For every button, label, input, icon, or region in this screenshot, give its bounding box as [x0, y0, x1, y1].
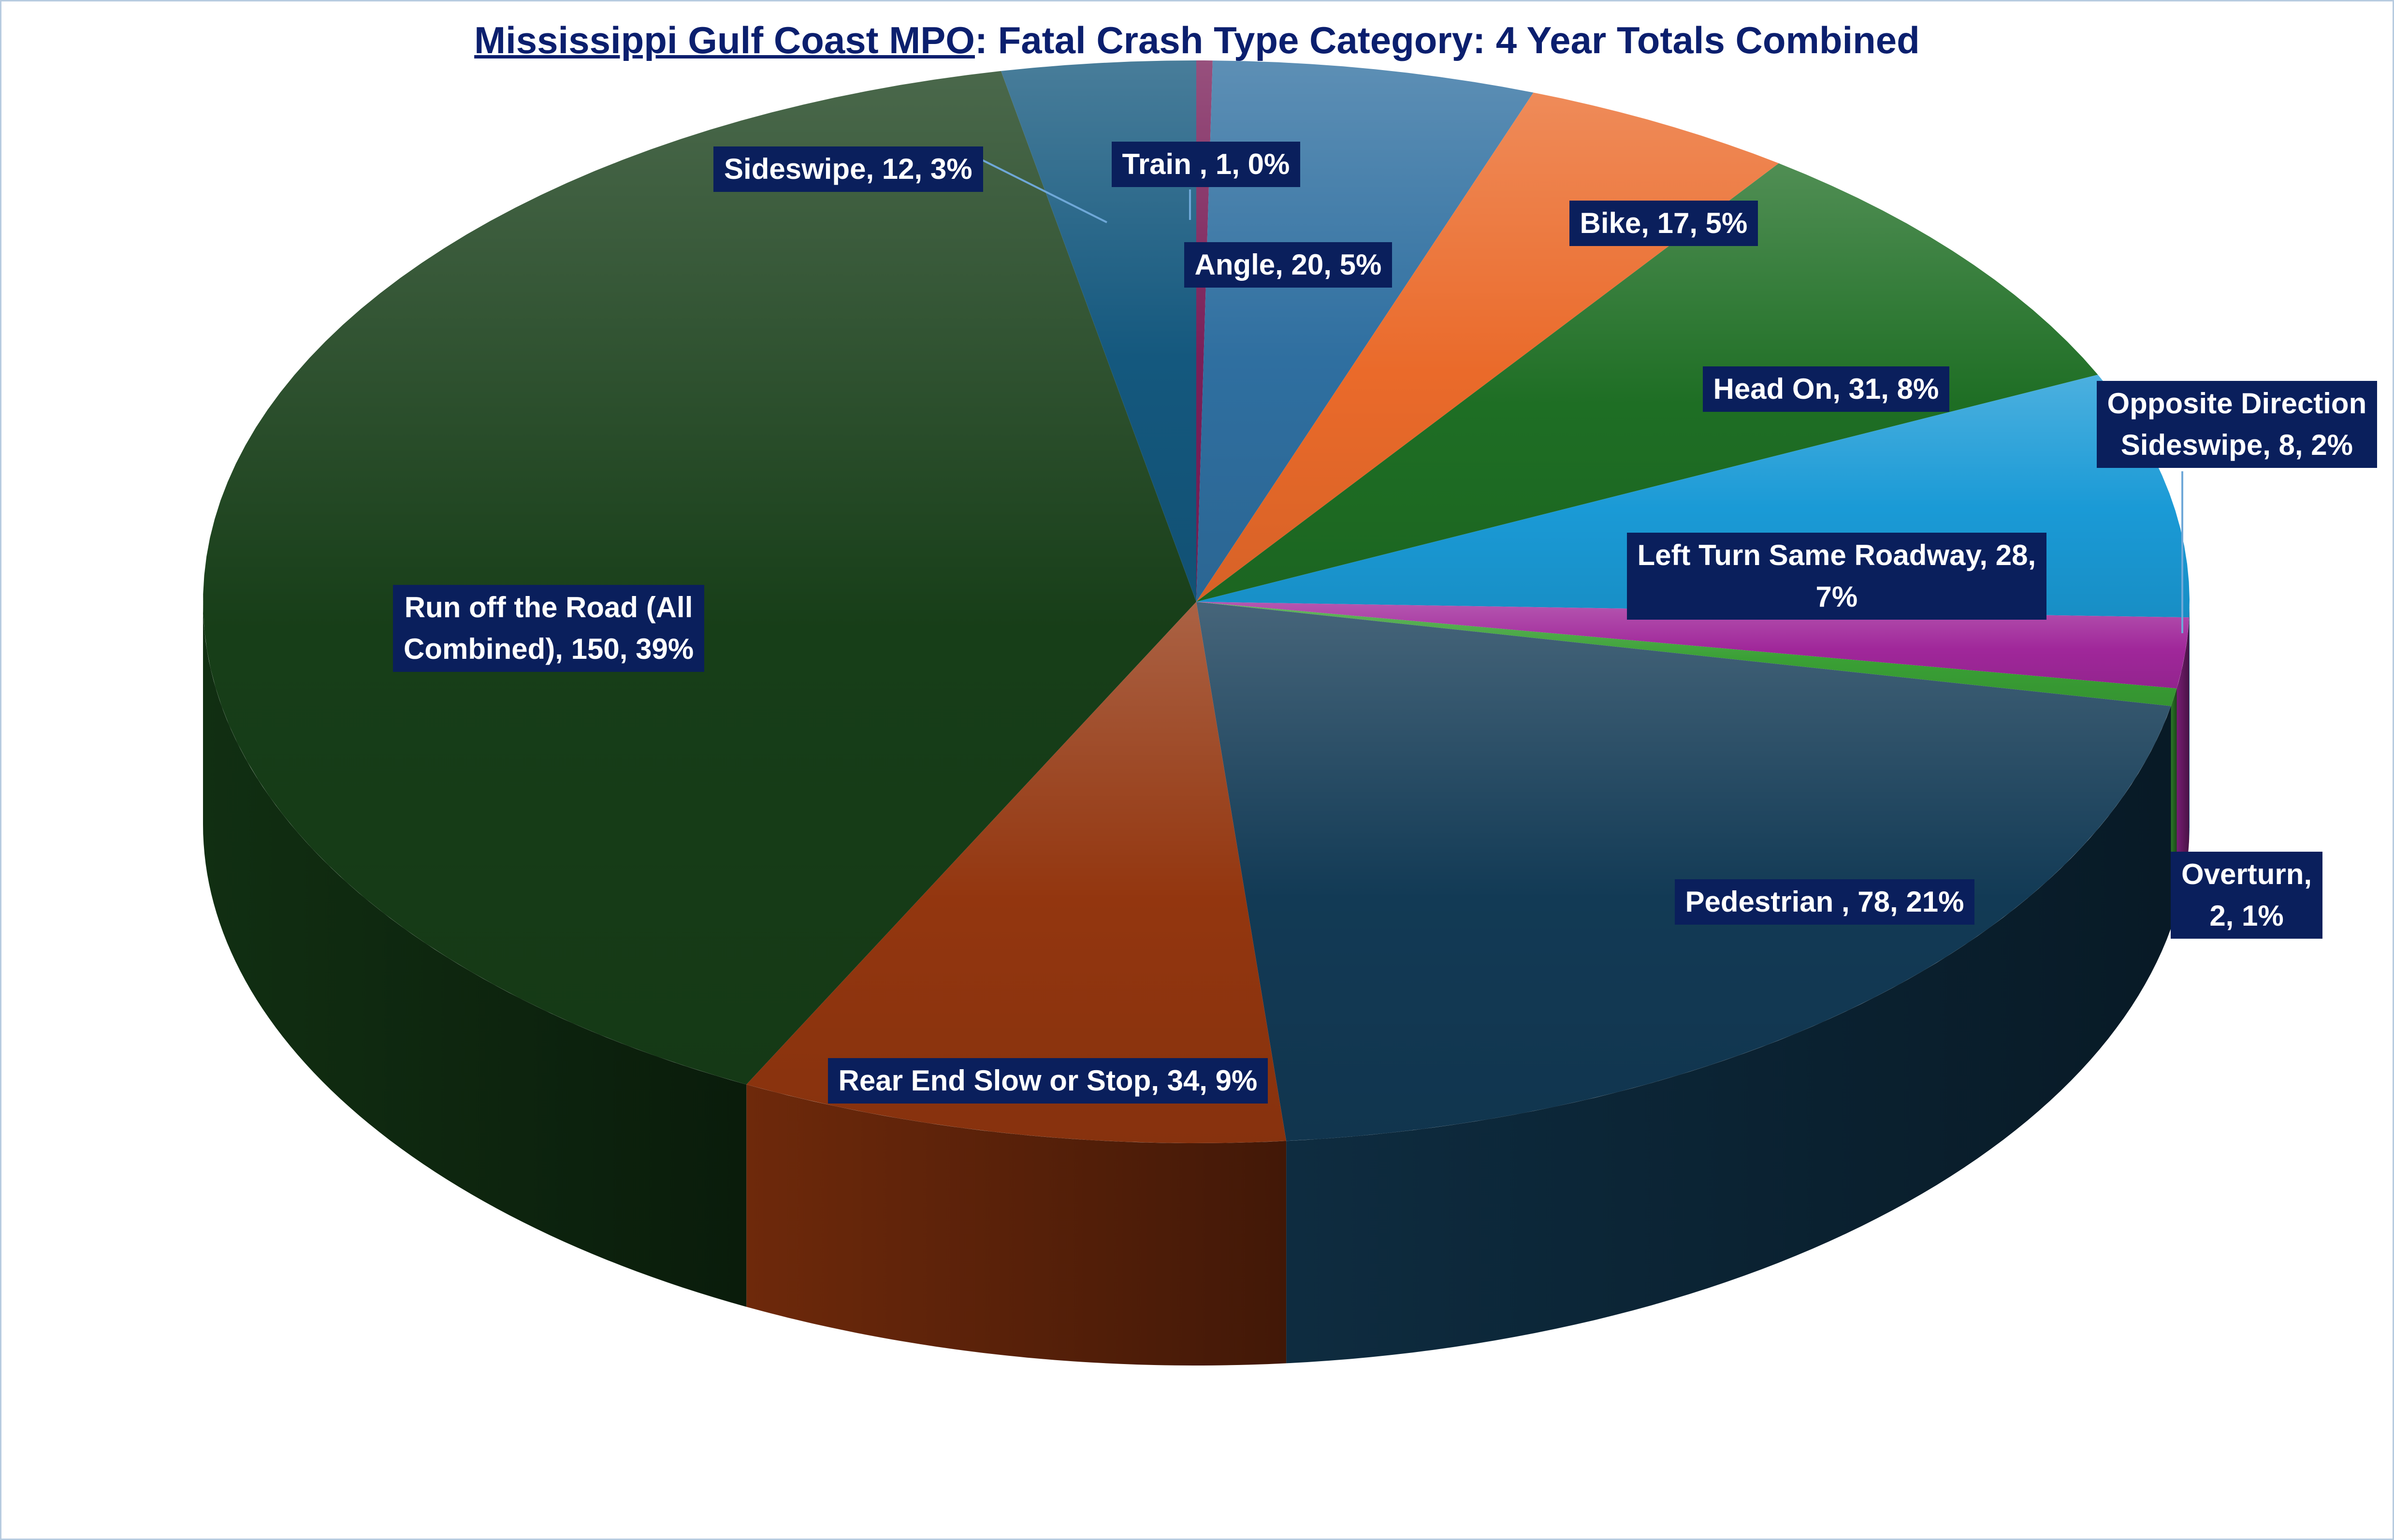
data-label-line: Bike, 17, 5% — [1580, 207, 1748, 239]
pie-side-4 — [2189, 602, 2190, 840]
data-label-4: Left Turn Same Roadway, 28, 7% — [1626, 533, 2047, 620]
data-label-line: Run off the Road (All — [404, 591, 693, 624]
pie-slice-8 — [746, 602, 1287, 1143]
pie-slice-3 — [1196, 163, 2098, 602]
chart-title-mpo: Mississippi Gulf Coast MPO — [474, 19, 975, 61]
pie-slice-9 — [203, 71, 1197, 1085]
data-label-line: 7% — [1815, 581, 1858, 613]
chart-title-rest: : Fatal Crash Type Category: 4 Year Tota… — [974, 19, 1920, 61]
data-label-line: Sideswipe, 8, 2% — [2120, 429, 2353, 461]
data-label-line: Overturn, — [2181, 858, 2312, 890]
pie-side-7 — [1286, 706, 2171, 1364]
pie-slice-0 — [1196, 60, 1213, 602]
data-label-line: Head On, 31, 8% — [1713, 373, 1939, 405]
data-label-line: Angle, 20, 5% — [1194, 248, 1382, 281]
data-label-2: Bike, 17, 5% — [1569, 201, 1758, 246]
pie-side-8 — [746, 1084, 1287, 1366]
data-label-7: Pedestrian , 78, 21% — [1674, 879, 1975, 925]
pie-slice-10 — [1001, 60, 1196, 602]
pie-top — [203, 60, 2190, 1143]
data-label-10: Sideswipe, 12, 3% — [713, 146, 983, 192]
data-label-line: Combined), 150, 39% — [404, 633, 694, 665]
data-label-line: 2, 1% — [2209, 900, 2284, 932]
data-label-line: Train , 1, 0% — [1122, 148, 1290, 180]
pie-slice-6 — [1196, 602, 2177, 706]
pie-slice-7 — [1196, 602, 2171, 1141]
leader-line-10 — [976, 156, 1107, 223]
data-label-line: Rear End Slow or Stop, 34, 9% — [838, 1064, 1258, 1097]
data-label-line: Left Turn Same Roadway, 28, — [1637, 539, 2036, 571]
data-label-line: Pedestrian , 78, 21% — [1685, 886, 1964, 918]
data-label-8: Rear End Slow or Stop, 34, 9% — [827, 1058, 1268, 1104]
data-label-5: Opposite Direction Sideswipe, 8, 2% — [2096, 381, 2378, 468]
data-label-0: Train , 1, 0% — [1111, 142, 1301, 187]
pie-side-5 — [2176, 617, 2190, 911]
data-label-3: Head On, 31, 8% — [1702, 366, 1950, 412]
data-label-6: Overturn, 2, 1% — [2171, 852, 2323, 939]
pie-side-9 — [203, 602, 747, 1307]
data-label-9: Run off the Road (All Combined), 150, 39% — [393, 585, 705, 672]
data-label-line: Opposite Direction — [2107, 387, 2367, 420]
pie-leaders — [976, 156, 2183, 633]
pie-slice-5 — [1196, 602, 2190, 689]
data-label-1: Angle, 20, 5% — [1184, 242, 1393, 288]
data-label-line: Sideswipe, 12, 3% — [724, 153, 972, 185]
pie-slice-1 — [1196, 60, 1534, 602]
pie-sides — [203, 602, 2190, 1366]
chart-title: Mississippi Gulf Coast MPO: Fatal Crash … — [0, 18, 2394, 62]
